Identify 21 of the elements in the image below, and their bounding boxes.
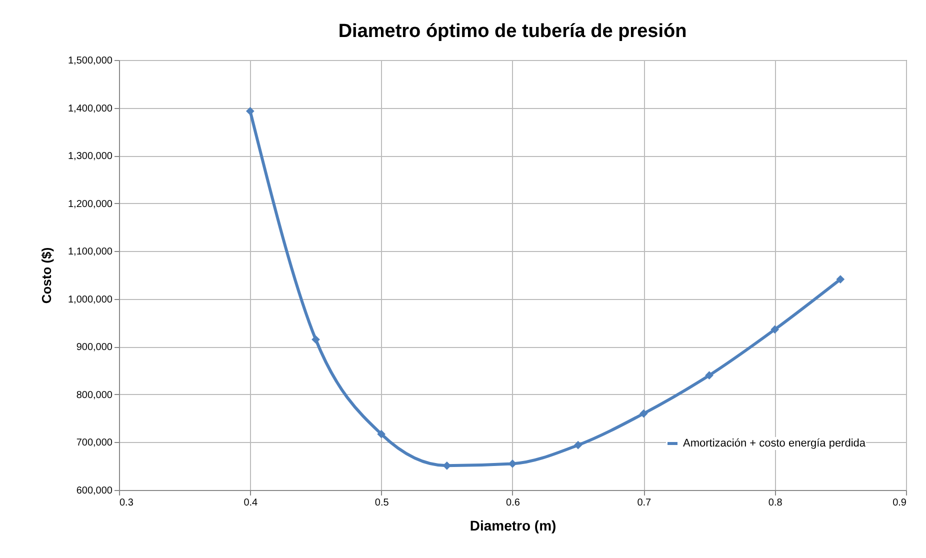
y-tick-label: 800,000 [76,390,113,401]
y-tick-label: 1,500,000 [68,56,113,66]
y-tick-label: 1,000,000 [68,294,113,306]
x-tick-label: 0.5 [374,498,390,508]
legend-label: Amortización + costo energía perdida [683,438,866,450]
x-tick-label: 0.8 [768,498,783,508]
y-axis-title: Costo ($) [39,247,54,304]
y-tick-label: 1,200,000 [68,198,113,210]
y-tick-label: 700,000 [76,438,113,449]
x-tick-label: 0.3 [120,498,134,508]
y-tick-label: 1,300,000 [68,151,113,162]
x-tick-label: 0.9 [892,498,907,508]
x-tick-label: 0.6 [506,498,520,508]
y-tick-label: 1,400,000 [68,103,113,114]
x-tick-label: 0.7 [637,498,652,508]
chart-title: Diametro óptimo de tubería de presión [338,21,687,42]
x-axis-title: Diametro (m) [470,518,556,534]
y-tick-label: 1,100,000 [68,246,113,258]
y-tick-label: 900,000 [76,342,113,354]
y-tick-label: 600,000 [76,486,113,496]
x-tick-label: 0.4 [244,498,258,508]
